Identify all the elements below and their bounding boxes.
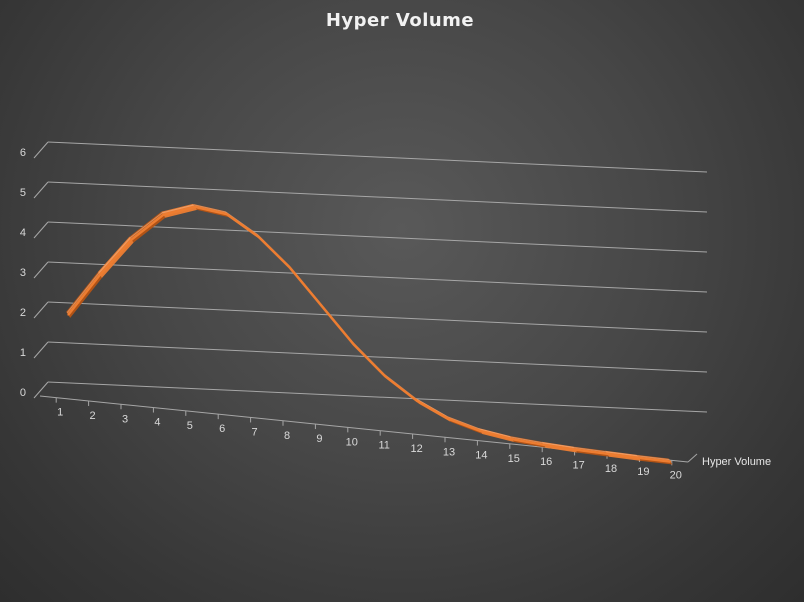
x-tick-label: 12 bbox=[410, 443, 422, 455]
data-point bbox=[542, 443, 545, 446]
x-tick-label: 5 bbox=[187, 420, 193, 432]
data-point bbox=[67, 314, 69, 316]
x-tick-label: 11 bbox=[378, 440, 389, 452]
x-tick-label: 9 bbox=[316, 433, 322, 445]
series-line bbox=[66, 203, 673, 465]
y-tick-label: 6 bbox=[20, 147, 26, 159]
x-tick-label: 20 bbox=[670, 469, 682, 481]
gridline bbox=[47, 221, 708, 253]
series-axis-label: Hyper Volume bbox=[702, 456, 771, 468]
x-tick-label: 19 bbox=[637, 466, 649, 478]
gridline-depth bbox=[33, 181, 49, 199]
chart-title: Hyper Volume bbox=[325, 10, 475, 31]
x-tick-label: 3 bbox=[122, 413, 128, 425]
x-axis-ticks: 1 2 3 4 5 6 7 8 9 10 11 12 13 14 15 16 17 18 19 20 bbox=[57, 407, 682, 482]
data-point bbox=[606, 452, 608, 455]
data-point bbox=[479, 430, 482, 432]
y-tick-label: 5 bbox=[20, 187, 26, 199]
data-point bbox=[416, 399, 418, 402]
x-tick-label: 2 bbox=[90, 410, 96, 422]
data-point bbox=[225, 213, 228, 215]
data-point bbox=[669, 460, 672, 463]
gridline-depth bbox=[33, 301, 49, 319]
data-point bbox=[574, 448, 577, 451]
data-point bbox=[321, 305, 323, 307]
gridline bbox=[47, 301, 708, 333]
x-tick-label: 8 bbox=[284, 430, 290, 442]
x-tick-label: 16 bbox=[540, 456, 552, 468]
x-tick-label: 14 bbox=[475, 450, 487, 462]
x-tick-label: 1 bbox=[57, 407, 63, 419]
data-point bbox=[352, 343, 355, 345]
floor-right-edge bbox=[687, 453, 698, 463]
x-tick-label: 4 bbox=[154, 417, 160, 429]
data-point bbox=[447, 418, 450, 420]
gridline bbox=[47, 341, 708, 373]
y-tick-label: 2 bbox=[20, 307, 26, 319]
data-point bbox=[289, 267, 291, 269]
y-tick-label: 3 bbox=[20, 267, 26, 279]
data-point bbox=[162, 213, 165, 216]
data-point bbox=[638, 457, 640, 459]
data-point bbox=[511, 438, 513, 440]
gridline-depth bbox=[33, 381, 49, 399]
gridlines bbox=[33, 141, 708, 466]
x-tick-label: 17 bbox=[572, 459, 584, 471]
gridline-depth bbox=[33, 141, 49, 159]
gridline bbox=[47, 261, 708, 293]
x-tick-label: 10 bbox=[346, 436, 358, 448]
gridline bbox=[47, 141, 708, 173]
data-point bbox=[384, 375, 387, 378]
y-tick-label: 4 bbox=[20, 227, 26, 239]
data-point bbox=[99, 274, 101, 276]
y-tick-label: 0 bbox=[20, 387, 26, 399]
gridline bbox=[47, 381, 708, 413]
x-tick-label: 7 bbox=[252, 426, 258, 438]
gridline-depth bbox=[33, 261, 49, 279]
data-point bbox=[194, 206, 196, 208]
gridline-depth bbox=[33, 341, 49, 359]
x-tick-label: 13 bbox=[443, 446, 455, 458]
gridline-depth bbox=[33, 221, 49, 239]
x-tick-label: 15 bbox=[508, 453, 520, 465]
series-line-path bbox=[67, 205, 671, 463]
y-tick-label: 1 bbox=[20, 347, 26, 359]
x-tick-label: 6 bbox=[219, 423, 225, 435]
gridline bbox=[47, 181, 708, 213]
y-axis-ticks: 0 1 2 3 4 5 6 bbox=[20, 147, 26, 399]
x-tick-label: 18 bbox=[605, 463, 617, 475]
data-point bbox=[130, 238, 133, 241]
data-point bbox=[257, 235, 260, 238]
